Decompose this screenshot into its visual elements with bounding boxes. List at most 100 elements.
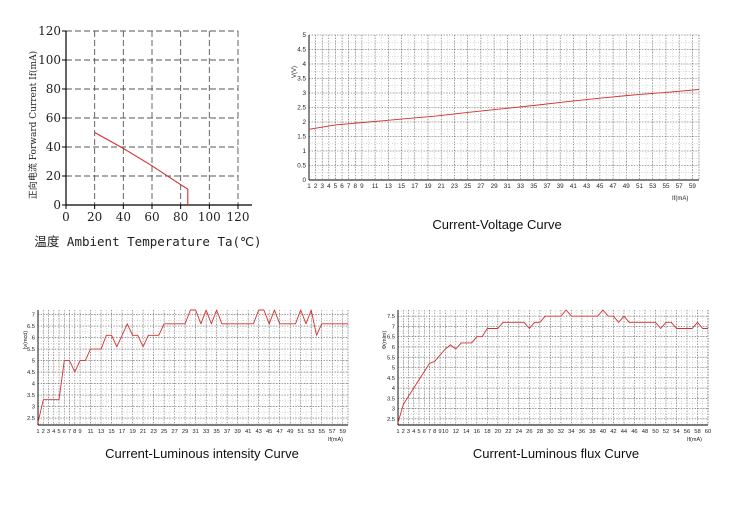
iv-x-tick-label: 53: [649, 183, 657, 190]
flux-x-tick-label: 26: [526, 429, 532, 435]
flux-x-tick-label: 60: [705, 429, 711, 435]
derating-x-tick-label: 80: [173, 210, 188, 224]
intensity-grid: [37, 310, 349, 425]
intensity-x-tick-label: 53: [308, 429, 314, 435]
derating-y-axis-label: 正向电流 Forward Current If(mA): [27, 51, 39, 199]
derating-x-tick-label: 20: [87, 210, 102, 224]
iv-x-tick-label: 59: [689, 183, 697, 190]
flux-series: [397, 309, 708, 424]
iv-chart: 1 2 3 4 5 6 7 8 9 11 13 15 17 19 21 23 25 27 29 31 33 35 37 39 4…: [292, 32, 700, 232]
intensity-x-tick-label: 59: [340, 429, 346, 435]
flux-x-tick-label: 42: [610, 429, 616, 435]
flux-x-tick-label: 38: [589, 429, 595, 435]
flux-series-line: [397, 309, 708, 424]
iv-x-tick-label: 3: [320, 183, 324, 190]
derating-chart: 0 20 40 60 80 100 120 0 20 40 60 80 100 120 温度 Ambie…: [27, 24, 262, 249]
iv-x-tick-label: 31: [504, 183, 512, 190]
iv-x-tick-label: 55: [662, 183, 670, 190]
intensity-x-tick-label: 7: [68, 429, 71, 435]
intensity-x-tick-label: 27: [171, 429, 177, 435]
iv-x-tick-label: 25: [464, 183, 472, 190]
flux-chart: 1 2 3 4 5 6 7 8 9 10 12 14 16 18 20 22 24 26 28 30 32 34 36 38 4…: [382, 309, 711, 461]
intensity-x-axis-label: If(mA): [328, 437, 343, 443]
intensity-series-line: [37, 309, 348, 423]
flux-x-tick-label: 52: [663, 429, 669, 435]
intensity-x-tick-label: 11: [88, 429, 94, 435]
intensity-x-tick-label: 35: [213, 429, 219, 435]
flux-axes: [397, 310, 708, 426]
derating-y-ticks: 0 20 40 60 80 100 120: [38, 24, 61, 212]
iv-x-tick-label: 5: [334, 183, 338, 190]
intensity-caption: Current-Luminous intensity Curve: [105, 446, 299, 461]
iv-x-axis-label: If(mA): [672, 196, 688, 202]
flux-y-tick-label: 2.5: [387, 417, 395, 423]
intensity-x-tick-label: 19: [129, 429, 135, 435]
derating-x-tick-label: 120: [227, 210, 250, 224]
intensity-axes: [37, 310, 348, 426]
iv-x-tick-label: 39: [557, 183, 565, 190]
intensity-y-axis-label: Iv(mcd): [23, 331, 29, 350]
intensity-x-tick-label: 13: [98, 429, 104, 435]
intensity-chart: 1 2 3 4 5 6 7 8 9 11 13 15 17 19 21 23 25 27 29 31 33 35 37 39 4…: [23, 309, 349, 461]
flux-x-tick-label: 58: [694, 429, 700, 435]
intensity-x-tick-label: 9: [78, 429, 81, 435]
intensity-x-tick-label: 55: [319, 429, 325, 435]
flux-x-tick-label: 30: [547, 429, 553, 435]
flux-x-tick-label: 6: [423, 429, 426, 435]
flux-x-tick-label: 4: [412, 429, 416, 435]
flux-y-tick-label: 4.5: [387, 376, 395, 382]
flux-x-tick-label: 28: [537, 429, 543, 435]
iv-x-tick-label: 43: [583, 183, 591, 190]
flux-x-tick-label: 46: [631, 429, 637, 435]
iv-x-tick-label: 6: [340, 183, 344, 190]
derating-x-tick-label: 40: [116, 210, 131, 224]
derating-x-tick-label: 0: [62, 210, 70, 224]
flux-x-tick-label: 2: [402, 429, 405, 435]
intensity-x-tick-label: 3: [47, 429, 50, 435]
derating-y-tick-label: 80: [46, 82, 61, 96]
flux-x-tick-label: 48: [642, 429, 648, 435]
iv-x-tick-label: 57: [676, 183, 684, 190]
intensity-x-tick-label: 17: [119, 429, 125, 435]
derating-series-line: [94, 132, 189, 205]
flux-x-ticks: 1 2 3 4 5 6 7 8 9 10 12 14 16 18 20 22 24 26 28 30 32 34 36 38 4…: [396, 429, 711, 435]
iv-x-tick-label: 33: [517, 183, 525, 190]
iv-x-tick-label: 41: [570, 183, 578, 190]
flux-y-tick-label: 6: [392, 345, 395, 351]
flux-y-tick-label: 3.5: [387, 396, 395, 402]
intensity-y-ticks: 2.5 3 3.5 4 4.5 5 5.5 6 6.5 7: [27, 313, 36, 423]
iv-y-tick-label: 3: [302, 90, 306, 97]
iv-y-tick-label: 0: [302, 177, 306, 184]
iv-x-tick-label: 51: [636, 183, 644, 190]
intensity-x-tick-label: 57: [329, 429, 335, 435]
iv-x-tick-label: 23: [451, 183, 459, 190]
iv-x-ticks: 1 2 3 4 5 6 7 8 9 11 13 15 17 19 21 23 25 27 29 31 33 35 37 39 4…: [307, 183, 696, 190]
intensity-x-tick-label: 41: [245, 429, 251, 435]
intensity-x-tick-label: 21: [140, 429, 146, 435]
iv-x-tick-label: 19: [424, 183, 432, 190]
iv-x-tick-label: 9: [360, 183, 364, 190]
derating-axes: [62, 30, 252, 209]
intensity-x-tick-label: 29: [182, 429, 188, 435]
intensity-x-tick-label: 39: [234, 429, 240, 435]
intensity-x-tick-label: 8: [73, 429, 76, 435]
intensity-x-tick-label: 23: [150, 429, 156, 435]
iv-y-tick-label: 5: [302, 32, 306, 39]
iv-x-tick-label: 11: [372, 183, 379, 190]
iv-y-tick-label: 4.5: [297, 47, 306, 54]
flux-x-tick-label: 34: [568, 429, 575, 435]
iv-y-tick-label: 4: [302, 61, 306, 68]
flux-x-tick-label: 32: [558, 429, 564, 435]
flux-x-tick-label: 40: [600, 429, 606, 435]
iv-x-tick-label: 35: [530, 183, 538, 190]
derating-y-tick-label: 40: [46, 140, 61, 154]
intensity-x-tick-label: 33: [203, 429, 209, 435]
flux-x-tick-label: 9: [438, 429, 441, 435]
intensity-x-tick-label: 4: [52, 429, 56, 435]
derating-series: [94, 132, 189, 205]
intensity-x-tick-label: 45: [266, 429, 272, 435]
flux-x-axis-label: If(mA): [687, 437, 702, 443]
flux-y-tick-label: 4: [392, 386, 396, 392]
derating-y-tick-label: 120: [38, 24, 61, 38]
iv-x-tick-label: 8: [354, 183, 358, 190]
